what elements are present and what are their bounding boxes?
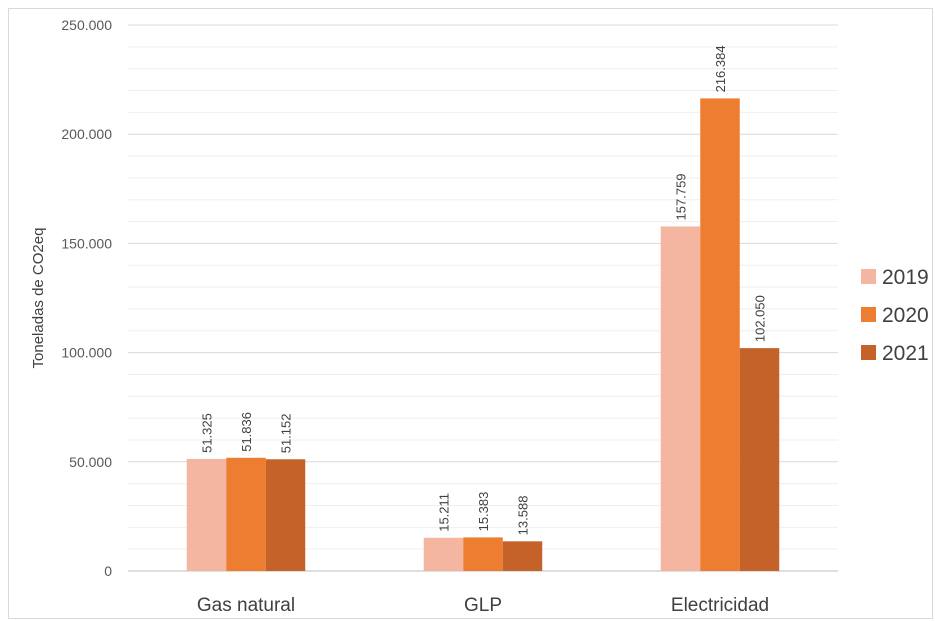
y-tick-label: 50.000 — [69, 454, 112, 470]
legend-label: 2021 — [882, 342, 929, 365]
data-label: 157.759 — [674, 173, 689, 220]
y-axis-ticks: 0 50.000 100.000 150.000 200.000 250.000 — [61, 17, 112, 579]
x-category-label: Gas natural — [197, 595, 295, 616]
y-tick-label: 0 — [104, 563, 112, 579]
x-axis-categories: Gas natural GLP Electricidad — [197, 595, 769, 616]
data-label: 51.325 — [200, 413, 215, 453]
x-category-label: Electricidad — [671, 595, 769, 616]
bar-2020 — [463, 537, 503, 571]
y-axis-label-text: Toneladas de CO2eq — [30, 228, 47, 369]
legend-label: 2020 — [882, 304, 929, 327]
bar-2020 — [700, 98, 740, 571]
chart-frame — [8, 8, 933, 619]
y-tick-label: 250.000 — [61, 17, 112, 33]
legend-swatch — [861, 345, 876, 360]
bar-2019 — [660, 226, 701, 571]
bars — [186, 98, 780, 571]
data-label: 102.050 — [753, 295, 768, 342]
y-axis-label: Toneladas de CO2eq — [30, 228, 47, 369]
data-label: 51.152 — [279, 414, 294, 454]
data-label: 15.211 — [437, 493, 452, 532]
data-labels: 51.325 51.836 51.152 15.211 15.383 13.588 157.… — [200, 45, 768, 535]
bar-2019 — [186, 458, 227, 571]
bar-2019 — [423, 537, 464, 571]
bar-2021 — [265, 459, 306, 571]
legend: 2019 2020 2021 — [861, 266, 929, 365]
y-tick-label: 150.000 — [61, 235, 112, 251]
data-label: 13.588 — [516, 496, 531, 536]
data-label: 51.836 — [239, 412, 254, 452]
legend-swatch — [861, 269, 876, 284]
legend-swatch — [861, 307, 876, 322]
y-tick-label: 100.000 — [61, 345, 112, 361]
bar-2021 — [502, 541, 543, 571]
x-category-label: GLP — [464, 595, 502, 616]
data-label: 15.383 — [476, 492, 491, 532]
bar-2021 — [739, 348, 780, 571]
bar-2020 — [226, 457, 266, 571]
y-tick-label: 200.000 — [61, 126, 112, 142]
data-label: 216.384 — [713, 45, 728, 92]
legend-label: 2019 — [882, 266, 929, 289]
